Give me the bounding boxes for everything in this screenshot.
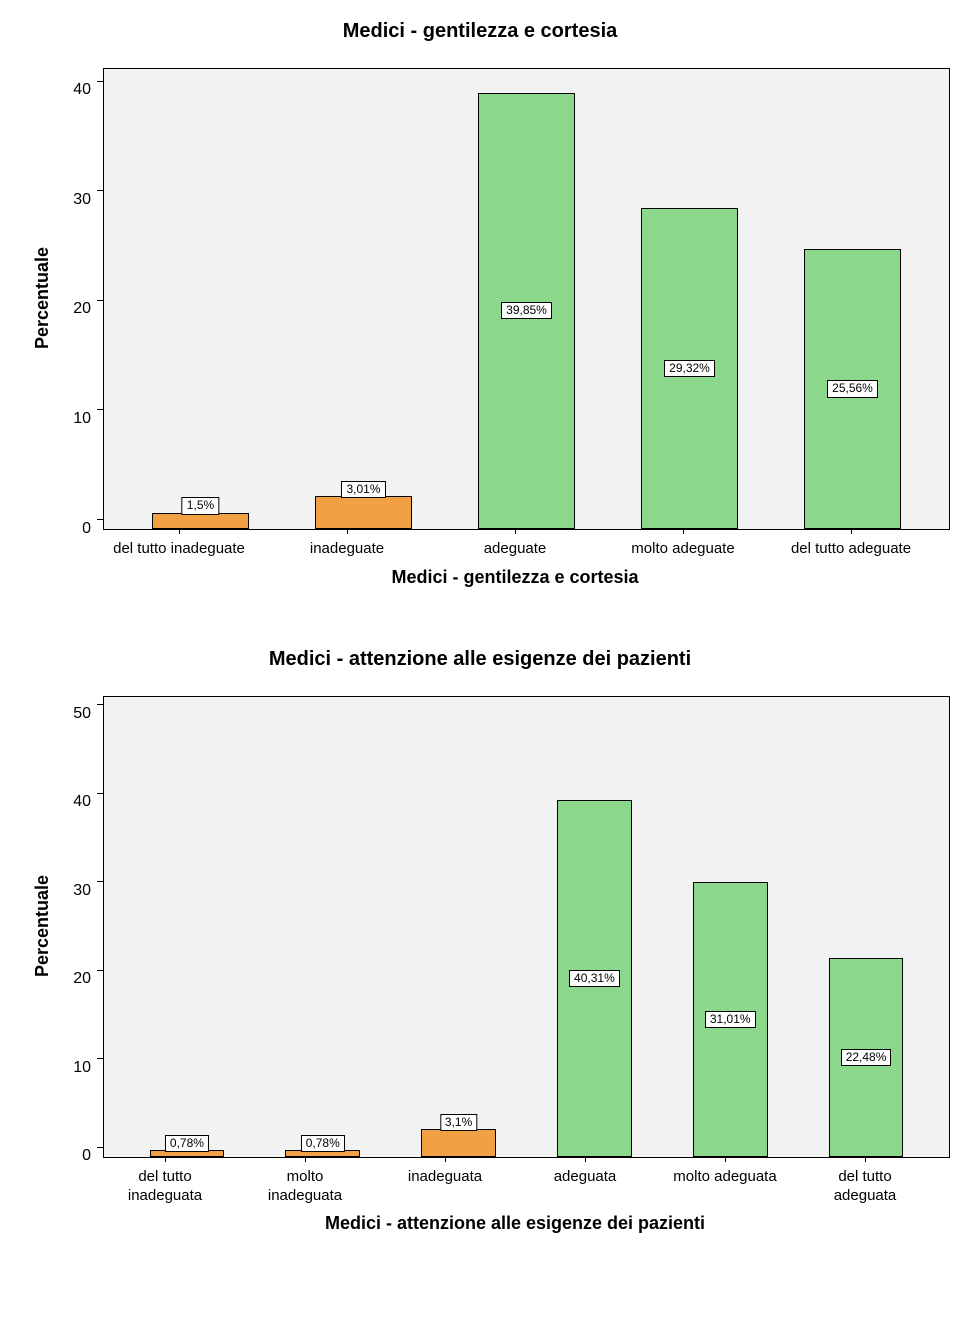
bar: 1,5% [152, 513, 250, 529]
x-tick-label: del tuttoinadeguata [95, 1156, 235, 1206]
x-axis-label: Medici - gentilezza e cortesia [80, 567, 950, 588]
y-tick: 50 [73, 696, 103, 714]
bar-value-label: 25,56% [827, 380, 878, 397]
bar-value-label: 1,5% [182, 497, 219, 514]
bar: 3,01% [315, 496, 413, 529]
bar: 40,31% [557, 800, 632, 1157]
y-tick: 30 [73, 873, 103, 891]
y-tick: 30 [73, 182, 103, 200]
bar-value-label: 39,85% [501, 302, 552, 319]
bar: 29,32% [641, 208, 739, 529]
y-tick: 40 [73, 72, 103, 90]
x-tick-label: inadeguata [375, 1156, 515, 1206]
x-tick-label: adeguate [431, 528, 599, 559]
bar: 22,48% [829, 958, 904, 1157]
bar-value-label: 22,48% [841, 1049, 892, 1066]
chart-title: Medici - attenzione alle esigenze dei pa… [10, 648, 950, 671]
bar-value-label: 31,01% [705, 1011, 756, 1028]
x-tick-label: del tutto adeguate [767, 528, 935, 559]
x-tick-label: del tuttoadeguata [795, 1156, 935, 1206]
y-tick: 40 [73, 784, 103, 802]
bar-value-label: 0,78% [301, 1135, 345, 1152]
plot-area: 1,5% 3,01% 39,85% 29,32% 25,56% [103, 68, 950, 530]
bar: 31,01% [693, 882, 768, 1156]
bar-value-label: 0,78% [165, 1135, 209, 1152]
x-tick-label: molto adeguate [599, 528, 767, 559]
chart-title: Medici - gentilezza e cortesia [10, 20, 950, 43]
bar-value-label: 29,32% [664, 360, 715, 377]
y-tick: 10 [73, 401, 103, 419]
y-tick: 10 [73, 1050, 103, 1068]
x-tick-label: del tutto inadeguate [95, 528, 263, 559]
y-tick: 20 [73, 291, 103, 309]
plot-area: 0,78% 0,78% 3,1% 40,31% 31,01% 22,48% [103, 696, 950, 1158]
bar-value-label: 40,31% [569, 970, 620, 987]
y-tick: 0 [82, 511, 103, 529]
x-tick-label: moltoinadeguata [235, 1156, 375, 1206]
bar: 39,85% [478, 93, 576, 529]
x-tick-label: adeguata [515, 1156, 655, 1206]
x-axis-label: Medici - attenzione alle esigenze dei pa… [80, 1213, 950, 1234]
y-axis-label: Percentuale [28, 696, 57, 1156]
bar: 3,1% [421, 1129, 496, 1156]
bar-value-label: 3,01% [341, 481, 385, 498]
x-tick-label: molto adeguata [655, 1156, 795, 1206]
y-tick: 20 [73, 961, 103, 979]
bar: 25,56% [804, 249, 902, 529]
bar-value-label: 3,1% [440, 1114, 477, 1131]
x-tick-label: inadeguate [263, 528, 431, 559]
y-tick: 0 [82, 1138, 103, 1156]
y-axis-label: Percentuale [28, 68, 57, 528]
